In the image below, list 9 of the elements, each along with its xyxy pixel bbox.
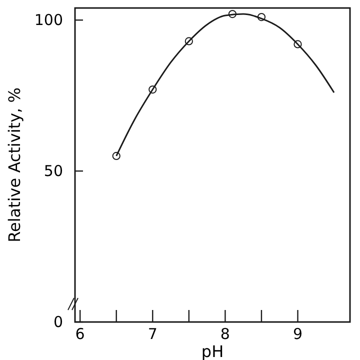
y-axis-title: Relative Activity, % (5, 88, 24, 242)
y-tick-label: 0 (53, 313, 63, 331)
y-tick-label: 50 (44, 162, 63, 180)
x-tick-label: 9 (292, 325, 303, 343)
x-axis-title: pH (201, 342, 224, 360)
x-tick-label: 6 (75, 325, 85, 343)
x-tick-label: 7 (148, 325, 158, 343)
y-tick-label: 100 (34, 11, 63, 30)
x-tick-label: 8 (220, 325, 230, 343)
